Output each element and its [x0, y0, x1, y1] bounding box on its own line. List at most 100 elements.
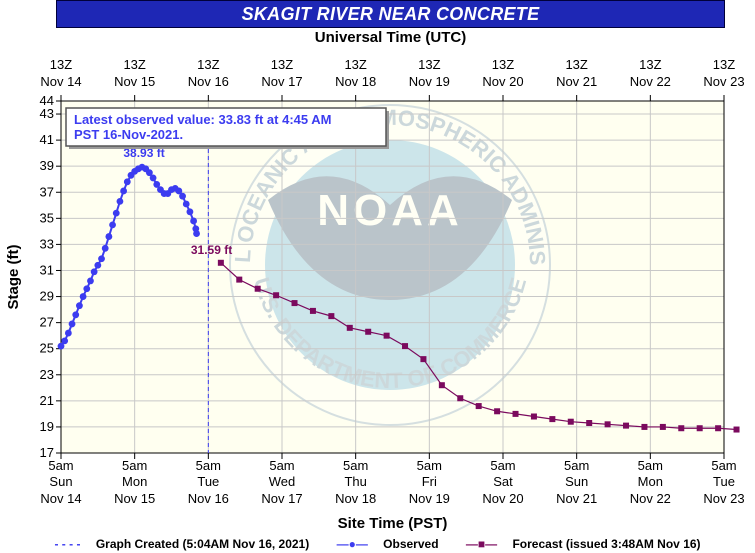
bottom-tick-time-7: 5am: [564, 458, 589, 473]
forecast-point-0: [217, 259, 224, 266]
top-tick-hour-9: 13Z: [713, 57, 735, 72]
top-tick-hour-2: 13Z: [197, 57, 219, 72]
bottom-tick-day-2: Tue: [197, 474, 219, 489]
bottom-tick-day-6: Sat: [493, 474, 513, 489]
forecast-point-21: [604, 421, 611, 428]
bottom-tick-day-0: Sun: [49, 474, 72, 489]
observed-point-9: [90, 268, 98, 276]
y-axis-label: Stage (ft): [5, 245, 22, 310]
noaa-inner-circle: [265, 140, 515, 390]
latest-observed-line-2: PST 16-Nov-2021.: [74, 127, 183, 142]
forecast-point-23: [641, 423, 648, 430]
observed-point-4: [72, 311, 80, 319]
top-tick-hour-1: 13Z: [123, 57, 145, 72]
observed-point-8: [87, 277, 94, 285]
observed-point-2: [64, 329, 72, 337]
forecast-point-22: [623, 422, 630, 429]
legend: - - - - Graph Created (5:04AM Nov 16, 20…: [0, 537, 755, 551]
top-tick-date-4: Nov 18: [335, 74, 376, 89]
bottom-tick-date-5: Nov 19: [409, 491, 450, 506]
top-tick-date-8: Nov 22: [630, 74, 671, 89]
forecast-point-12: [438, 382, 445, 389]
forecast-point-18: [549, 416, 556, 423]
y-tick-label-3: 23: [40, 367, 54, 382]
top-tick-hour-7: 13Z: [565, 57, 587, 72]
top-tick-hour-0: 13Z: [50, 57, 72, 72]
top-tick-date-1: Nov 15: [114, 74, 155, 89]
chart-title-bar: SKAGIT RIVER NEAR CONCRETE: [56, 0, 725, 28]
bottom-tick-date-1: Nov 15: [114, 491, 155, 506]
top-tick-date-9: Nov 23: [703, 74, 744, 89]
observed-point-13: [105, 233, 113, 240]
observed-point-26: [153, 181, 161, 188]
forecast-point-26: [696, 425, 703, 432]
observed-point-15: [112, 209, 120, 217]
forecast-point-5: [309, 307, 316, 314]
forecast-point-19: [567, 418, 574, 425]
plot-border: [60, 100, 725, 454]
y-tick-label-12: 41: [40, 132, 54, 147]
noaa-bird: [268, 176, 512, 300]
legend-observed: —●— Observed: [336, 537, 439, 551]
bottom-tick-day-9: Tue: [713, 474, 735, 489]
top-axis-label: Universal Time (UTC): [314, 29, 467, 46]
y-tick-label-10: 37: [40, 184, 54, 199]
forecast-point-17: [530, 413, 537, 420]
series-line-0: [60, 165, 198, 347]
forecast-point-6: [328, 313, 335, 320]
bottom-tick-time-0: 5am: [48, 458, 73, 473]
forecast-point-10: [402, 343, 409, 350]
bottom-tick-day-3: Wed: [269, 474, 296, 489]
bottom-tick-date-8: Nov 22: [630, 491, 671, 506]
bottom-tick-date-2: Nov 16: [188, 491, 229, 506]
bottom-tick-day-7: Sun: [565, 474, 588, 489]
chart-title: SKAGIT RIVER NEAR CONCRETE: [241, 4, 540, 24]
forecast-point-11: [420, 356, 427, 363]
bottom-tick-time-1: 5am: [122, 458, 147, 473]
bottom-tick-date-4: Nov 18: [335, 491, 376, 506]
bottom-tick-time-5: 5am: [417, 458, 442, 473]
observed-point-0: [57, 342, 65, 350]
plot-background: [61, 101, 724, 453]
latest-box: [65, 107, 387, 147]
x-axis-label: Site Time (PST): [338, 515, 448, 532]
observed-point-14: [109, 221, 116, 229]
forecast-point-15: [494, 408, 501, 415]
observed-point-18: [123, 178, 131, 186]
bottom-tick-time-9: 5am: [711, 458, 736, 473]
top-tick-date-7: Nov 21: [556, 74, 597, 89]
top-tick-date-5: Nov 19: [409, 74, 450, 89]
bottom-tick-time-6: 5am: [490, 458, 515, 473]
top-tick-date-6: Nov 20: [482, 74, 523, 89]
observed-point-35: [186, 208, 194, 216]
forecast-point-4: [291, 300, 298, 307]
bottom-tick-date-6: Nov 20: [482, 491, 523, 506]
latest-observed-text: Latest observed value: 33.83 ft at 4:45 …: [74, 112, 331, 142]
observed-point-24: [146, 169, 153, 177]
y-tick-label-13: 43: [40, 106, 54, 121]
forecast-start-label: 31.59 ft: [191, 243, 232, 257]
top-tick-hour-4: 13Z: [344, 57, 366, 72]
bottom-tick-day-5: Fri: [422, 474, 437, 489]
bottom-tick-date-3: Nov 17: [261, 491, 302, 506]
bottom-tick-date-9: Nov 23: [703, 491, 744, 506]
forecast-point-16: [512, 410, 519, 417]
bottom-tick-date-0: Nov 14: [40, 491, 81, 506]
bottom-tick-time-3: 5am: [269, 458, 294, 473]
observed-point-38: [193, 230, 200, 237]
forecast-point-1: [236, 276, 243, 283]
y-tick-label-1: 19: [40, 419, 54, 434]
top-tick-hour-6: 13Z: [492, 57, 514, 72]
y-tick-label-6: 29: [40, 289, 54, 304]
top-tick-date-2: Nov 16: [188, 74, 229, 89]
y-tick-label-0: 17: [40, 445, 54, 460]
forecast-point-9: [383, 332, 390, 339]
forecast-point-27: [715, 425, 722, 432]
bottom-tick-time-4: 5am: [343, 458, 368, 473]
observed-point-34: [182, 200, 190, 208]
y-tick-label-4: 25: [40, 341, 54, 356]
bottom-tick-time-2: 5am: [196, 458, 221, 473]
forecast-point-25: [678, 425, 685, 432]
y-tick-label-14: 44: [40, 93, 54, 108]
